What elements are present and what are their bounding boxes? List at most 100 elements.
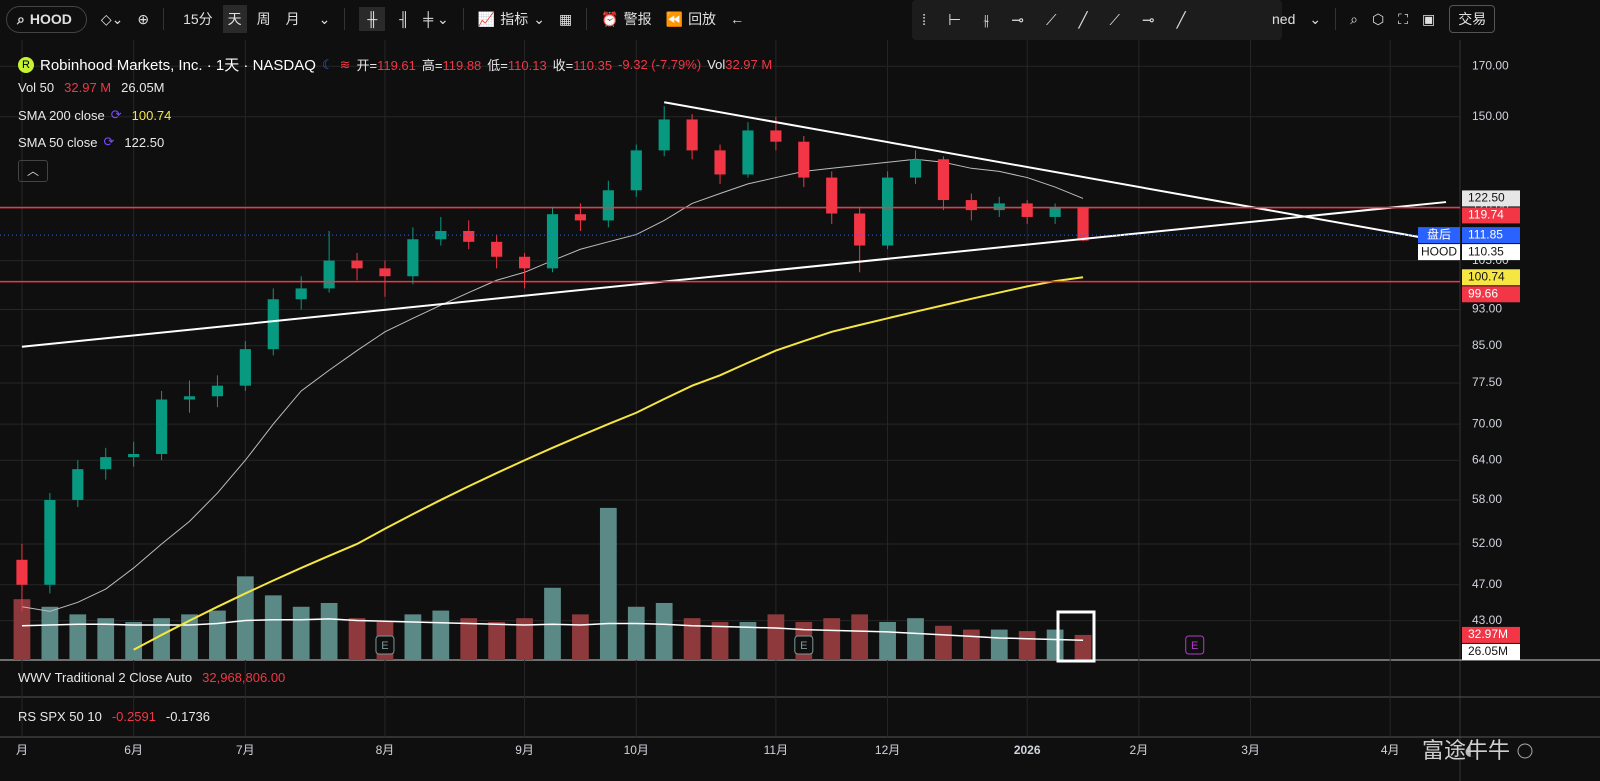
indicator-legend: Vol 50 32.97 M 26.05M [18, 80, 165, 95]
volume-bar [13, 599, 31, 660]
volume-bar [767, 614, 785, 660]
candle-body [965, 200, 977, 211]
volume-bar [962, 629, 980, 660]
search-icon[interactable]: ⌕ [1350, 10, 1358, 27]
separator [1335, 8, 1337, 30]
interval-button[interactable]: 15分 [183, 11, 213, 27]
x-tick-label: 11月 [764, 743, 788, 757]
volume-bar [292, 606, 310, 660]
price-tag-label: 122.50 [1468, 191, 1505, 205]
fullscreen-icon[interactable]: ⛶ [1398, 10, 1408, 27]
interval-button[interactable]: 天 [222, 5, 247, 33]
candle-body [211, 385, 224, 397]
tool[interactable]: ⊢ [948, 12, 962, 29]
volume-bar [627, 606, 645, 660]
collapse-button[interactable]: ︿ [18, 160, 48, 182]
volume-bar [460, 618, 478, 660]
x-tick-label: 3月 [1241, 743, 1260, 757]
ohlc-value: 110.35 [573, 58, 613, 73]
settings-icon[interactable] [1517, 743, 1533, 759]
settings-icon[interactable]: ⬡ [1371, 10, 1385, 27]
candle-body [128, 453, 140, 458]
indicator-name: Vol 50 [18, 80, 55, 95]
replay-button[interactable]: ⏪ 回放 [665, 10, 717, 28]
ohlc-item: 开=119.61 [357, 55, 416, 74]
symbol-search[interactable]: ⌕ HOOD [6, 5, 87, 33]
price-tag-name: HOOD [1421, 244, 1457, 258]
ohlc-label: 开= [356, 58, 378, 73]
candle-body [72, 469, 84, 500]
candle-body [602, 190, 614, 221]
pane-value: 32,968,806.00 [202, 670, 286, 685]
earnings-marker[interactable] [794, 635, 814, 655]
undo-button[interactable]: ← [730, 11, 745, 27]
candle-body [686, 119, 698, 151]
volume-bar [348, 618, 366, 660]
axis: 170.00150.00120.00105.0093.0085.0077.507… [16, 58, 1520, 757]
tool[interactable]: ╱ [1176, 12, 1186, 29]
earnings-marker[interactable] [1185, 635, 1205, 655]
volume-bar [432, 610, 450, 660]
compare-button[interactable]: ◇⌄ [100, 10, 124, 27]
pane-legend: WWV Traditional 2 Close Auto 32,968,806.0… [18, 670, 285, 685]
tool[interactable]: ⟋ [1109, 11, 1121, 29]
layout-name[interactable]: ned [1272, 11, 1296, 27]
chart-type-button[interactable]: ╪ ⌄ [423, 10, 449, 27]
volume-bar [739, 621, 757, 660]
ohlc-value: 110.13 [507, 58, 547, 73]
layout-button[interactable]: ▦ [558, 10, 573, 27]
candle-body [770, 130, 782, 142]
price-tag-name-bg [1418, 244, 1460, 261]
ohlc: 开=119.61 高=119.88 低=110.13 收=110.35 [357, 55, 613, 74]
volume-bar [488, 621, 506, 660]
interval-button[interactable]: 周 [256, 11, 271, 27]
interval-menu[interactable]: ⌄ [318, 10, 331, 27]
indicator-legend: SMA 200 close ⟳ 100.74 [18, 107, 171, 123]
candle-body [239, 349, 251, 386]
indicators-button[interactable]: 📈 指标 ⌄ [477, 10, 545, 28]
price-tag [1462, 286, 1520, 303]
drag-handle[interactable]: ⁞ [922, 11, 927, 29]
candle-body [407, 239, 419, 277]
volume-bar [990, 629, 1008, 660]
add-button[interactable]: ⊕ [137, 10, 150, 27]
sma-line [133, 276, 1084, 651]
volume-bar [879, 621, 896, 660]
pane-name: WWV Traditional 2 Close Auto [18, 670, 193, 685]
tool[interactable]: ⊸ [1011, 12, 1024, 29]
candle-body [323, 260, 335, 289]
ohlc-value: 119.88 [442, 58, 482, 73]
candle-type-button[interactable]: ╫ [359, 7, 386, 31]
intervals: 15分天周月 [178, 5, 305, 33]
trendline [664, 101, 1447, 243]
tool[interactable]: ⫳ [983, 11, 990, 29]
volume-bar [153, 618, 170, 660]
tool[interactable]: ╱ [1078, 12, 1088, 29]
candle-body [379, 268, 391, 277]
candle-body [1021, 203, 1033, 217]
x-tick-label: 10月 [624, 743, 649, 757]
price-tag [1462, 643, 1520, 660]
session-icon: ☾ [321, 56, 334, 72]
volume-bar [41, 606, 59, 660]
tool[interactable]: ⊸ [1142, 12, 1155, 29]
candle-body [155, 399, 168, 454]
alerts-button[interactable]: ⏰ 警报 [601, 10, 652, 28]
ohlc-item: 高=119.88 [422, 55, 481, 74]
trade-button[interactable]: 交易 [1449, 5, 1496, 33]
candle-body [44, 499, 56, 585]
screenshot-icon[interactable]: ▣ [1421, 10, 1436, 27]
earnings-marker[interactable] [375, 635, 395, 655]
candle-body [993, 203, 1005, 211]
volume-bar [404, 614, 422, 660]
candle-body [798, 141, 810, 178]
pane-name: RS SPX 50 10 [18, 709, 102, 724]
y-tick-label: 58.00 [1472, 492, 1502, 506]
interval-button[interactable]: 月 [285, 11, 300, 27]
layout-menu[interactable]: ⌄ [1309, 10, 1322, 27]
candle-body [518, 256, 531, 269]
tool[interactable]: ⟋ [1045, 11, 1057, 29]
ohlc-item: 低=110.13 [487, 55, 546, 74]
bar-type-button[interactable]: ╢ [399, 11, 410, 27]
volume-bar [823, 618, 841, 660]
